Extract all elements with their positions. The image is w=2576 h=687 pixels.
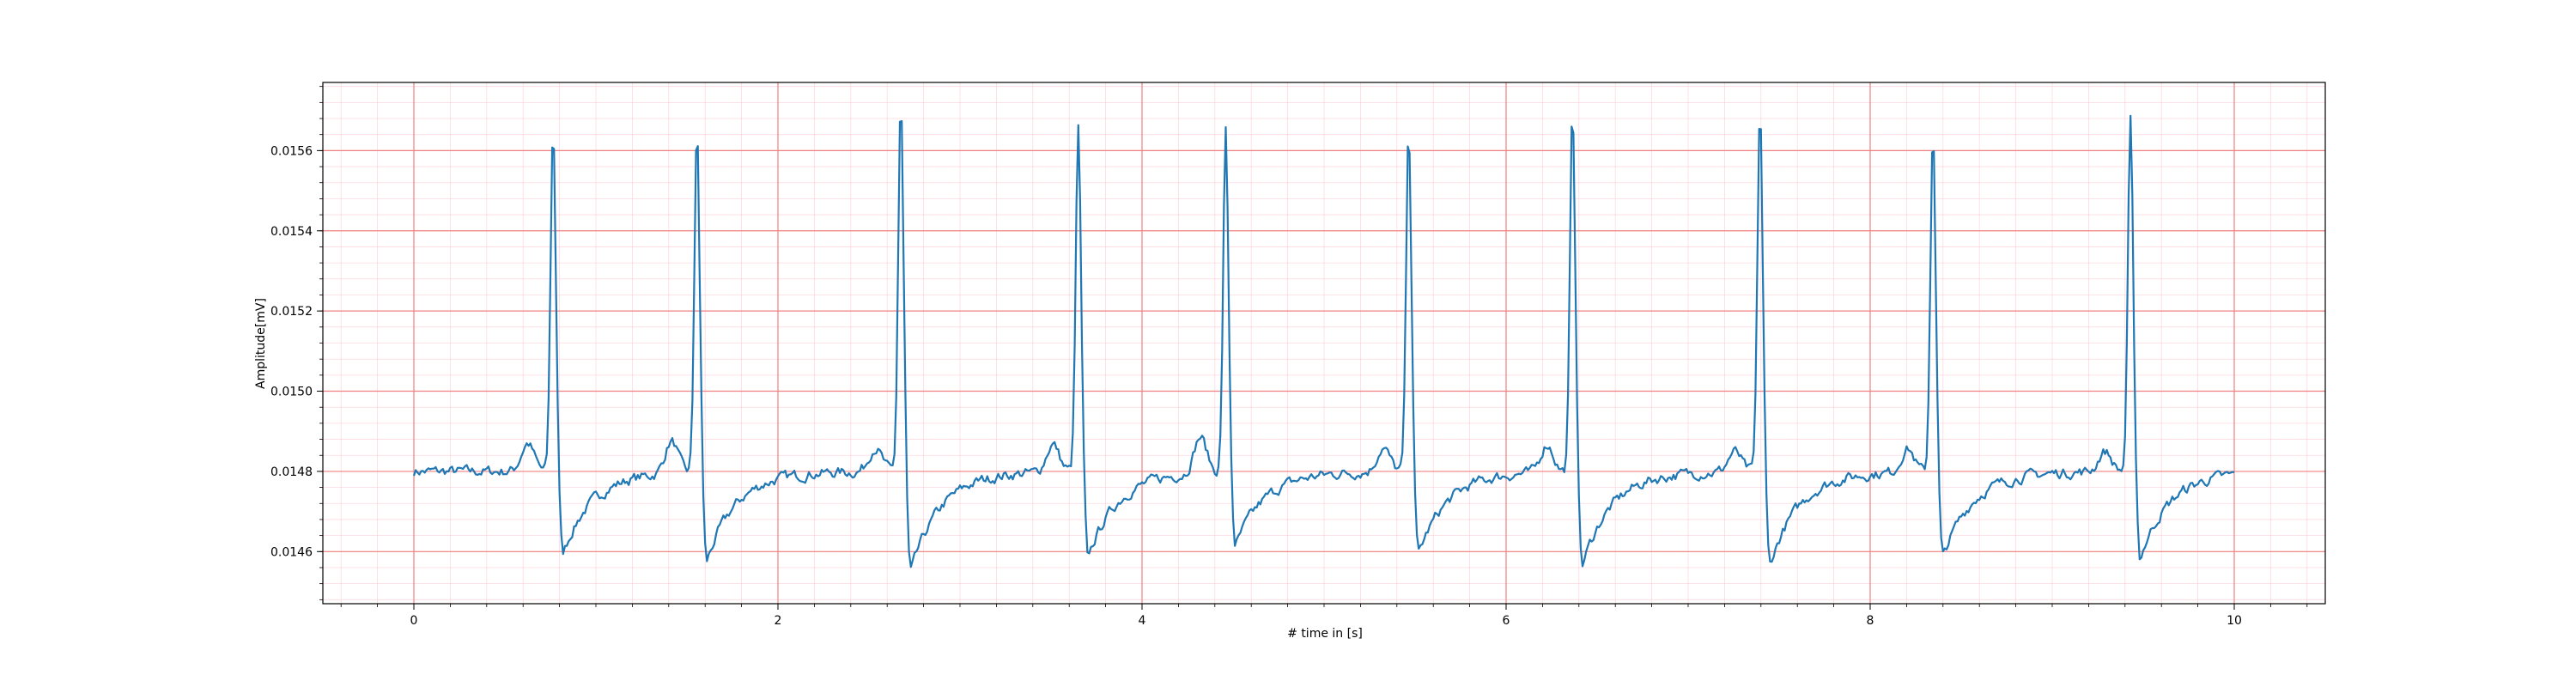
x-tick-label: 8: [1867, 614, 1874, 628]
y-axis-ticks: 0.0146 0.0148 0.0150 0.0152 0.0154 0.0156: [270, 86, 323, 600]
x-tick-label: 4: [1139, 614, 1146, 628]
x-axis-ticks: 0 2 4 6 8 10: [340, 604, 2308, 628]
minor-grid: [323, 82, 2325, 604]
y-tick-label: 0.0156: [270, 144, 313, 158]
y-tick-label: 0.0154: [270, 225, 313, 239]
y-axis-label: Amplitude[mV]: [254, 298, 268, 389]
x-axis-label: # time in [s]: [1287, 627, 1363, 641]
ecg-signal-line: [412, 114, 2235, 568]
x-tick-label: 2: [775, 614, 782, 628]
y-tick-label: 0.0152: [270, 305, 313, 319]
x-tick-label: 6: [1503, 614, 1510, 628]
y-tick-label: 0.0146: [270, 545, 313, 559]
x-tick-label: 0: [410, 614, 418, 628]
y-tick-label: 0.0148: [270, 465, 313, 479]
major-grid: [323, 82, 2325, 604]
x-tick-label: 10: [2227, 614, 2242, 628]
y-tick-label: 0.0150: [270, 386, 313, 399]
